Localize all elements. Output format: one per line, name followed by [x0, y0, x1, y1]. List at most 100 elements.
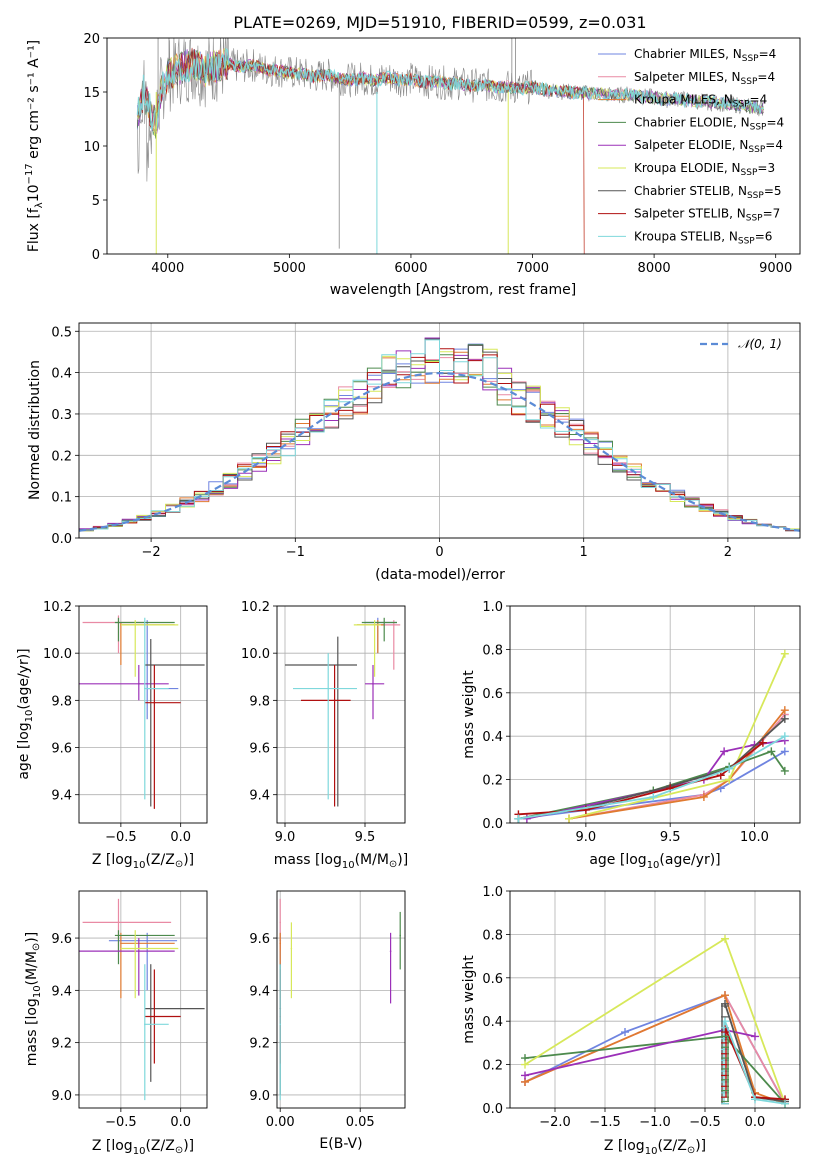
label-main: age [log: [16, 722, 32, 779]
residual-histogram-panel: −2 −1 0 1 2 0.0 0.1 0.2 0.3 0.4 0.5 𝒩(0, 1) (data-mo…: [27, 322, 801, 583]
label-sun-sub: ⊙: [389, 859, 397, 870]
axes-frame: [509, 605, 801, 824]
axes-frame: [78, 322, 801, 539]
legend-comma: , N: [721, 229, 738, 243]
y-tick-label: 0.6: [482, 972, 503, 987]
data-point: [333, 699, 336, 702]
data-point: [143, 687, 146, 690]
legend-entry: Chabrier ELODIE, NSSP=4: [634, 115, 784, 132]
y-tick-label: 0.3: [51, 408, 72, 423]
data-point: [153, 701, 156, 704]
label-sun-sub: ⊙: [175, 859, 183, 870]
data-point: [146, 939, 148, 942]
x-axis-label: age [log10(age/yr)]: [589, 852, 720, 871]
legend-sub: SSP: [742, 54, 759, 64]
legend-entry: Salpeter MILES, NSSP=4: [634, 70, 775, 87]
y-tick-label: 0.0: [51, 532, 72, 547]
label-tail: (Z/Z: [657, 1138, 686, 1154]
legend-comma: , N: [724, 161, 741, 175]
mass-weight-marker: [758, 738, 767, 747]
y-tick-label: 20: [83, 32, 100, 47]
legend-eq: =: [766, 115, 776, 129]
x-tick-label: 0.0: [170, 1115, 191, 1130]
spectrum-panel: 4000 5000 6000 7000 8000 9000 0 5 10 15 20 waveleng…: [24, 32, 801, 298]
mass-weight-marker: [780, 732, 789, 741]
legend-model-name: Salpeter STELIB: [634, 207, 729, 221]
y-tick-label: 9.0: [249, 1089, 270, 1104]
x-tick-label: 1: [580, 545, 588, 560]
legend-entry: 𝒩(0, 1): [738, 337, 782, 351]
data-point: [373, 624, 376, 626]
normal-distribution-curve: [79, 371, 800, 532]
mass-weight-line: [518, 735, 786, 820]
x-tick-label: 9.0: [275, 830, 296, 845]
y-tick-label: 10: [83, 140, 100, 155]
label-main: Z [log: [604, 1138, 645, 1154]
legend-sub: SSP: [747, 191, 764, 201]
y-axis-label: Normed distribution: [27, 360, 43, 500]
legend-eq: =: [763, 207, 773, 221]
legend-sub: SSP: [750, 122, 767, 132]
data-point: [383, 621, 386, 624]
legend-comma: , N: [732, 138, 749, 152]
legend-sub: SSP: [733, 100, 750, 110]
y-tick-label: 5: [92, 194, 100, 209]
mass-weight-marker: [514, 814, 523, 823]
mass-weight-marker: [649, 792, 658, 801]
model-spectrum-line: [136, 47, 764, 130]
legend-nssp: 6: [765, 229, 773, 243]
legend-comma: , N: [724, 70, 741, 84]
label-tail: (Z/Z: [145, 852, 174, 868]
y-tick-label: 9.6: [249, 932, 270, 947]
mass-weight-marker: [521, 1071, 529, 1080]
data-point: [117, 621, 120, 624]
x-axis-label: wavelength [Angstrom, rest frame]: [330, 282, 576, 298]
legend-comma: , N: [716, 93, 733, 107]
label-close: )]: [695, 1138, 706, 1154]
y-tick-label: 0.4: [51, 367, 72, 382]
y-tick-label: 15: [83, 86, 100, 101]
mass-weight-marker: [780, 714, 789, 723]
axes-frame: [276, 605, 406, 824]
legend-model-name: Kroupa ELODIE: [634, 161, 724, 175]
legend-nssp: 4: [760, 93, 768, 107]
mass-weight-marker: [721, 991, 729, 1000]
plot-area: [79, 615, 205, 809]
x-tick-label: 9.5: [355, 830, 376, 845]
label-tail: (Z/Z: [145, 1138, 174, 1154]
mass-weight-marker: [725, 764, 734, 773]
axes-frame: [276, 890, 406, 1109]
x-axis-label: (data-model)/error: [375, 567, 505, 583]
legend-nssp: 5: [774, 184, 782, 198]
mass-weight-vs-age-panel: 9.0 9.5 10.0 0.0 0.2 0.4 0.6 0.8 1.0 mass weight a…: [461, 600, 801, 871]
y-tick-label: 9.8: [249, 694, 270, 709]
y-tick-label: 9.2: [51, 1037, 72, 1052]
legend-nssp: 7: [773, 207, 781, 221]
x-tick-label: −2: [142, 545, 161, 560]
legend-nssp: 4: [775, 138, 783, 152]
mass-weight-vs-metallicity-panel: −2.0 −1.5 −1.0 −0.5 0.0 0.0 0.2 0.4 0.6 0.8 1.0 mas…: [461, 885, 801, 1157]
y-tick-label: 1.0: [482, 885, 503, 900]
x-tick-label: 2: [724, 545, 732, 560]
mass-weight-marker: [780, 747, 789, 756]
data-point: [389, 950, 392, 952]
plot-area: [79, 898, 205, 1101]
plot-area: [521, 934, 789, 1108]
legend-model-name: Kroupa STELIB: [634, 229, 721, 243]
legend-eq: =: [755, 229, 765, 243]
label-sub: 10: [647, 860, 660, 871]
y-tick-label: 0.6: [482, 687, 503, 702]
mass-weight-marker: [780, 649, 789, 658]
mass-weight-marker: [780, 706, 789, 715]
x-tick-label: 9000: [759, 261, 792, 276]
x-axis-label: Z [log10(Z/Z⊙)]: [92, 852, 194, 871]
x-tick-label: −1.5: [589, 1115, 621, 1130]
y-tick-label: 10.0: [43, 647, 72, 662]
y-tick-label: 9.4: [249, 984, 270, 999]
y-tick-label: 9.8: [51, 694, 72, 709]
age-vs-metallicity-panel: −0.5 0.09.49.69.810.010.2Z [log10(Z/Z⊙)]a…: [16, 600, 208, 871]
y-axis-label: Flux [fλ10−17 erg cm⁻² s⁻¹ A⁻¹]: [24, 40, 45, 252]
x-tick-label: 10.0: [740, 830, 769, 845]
data-point: [153, 1015, 156, 1018]
